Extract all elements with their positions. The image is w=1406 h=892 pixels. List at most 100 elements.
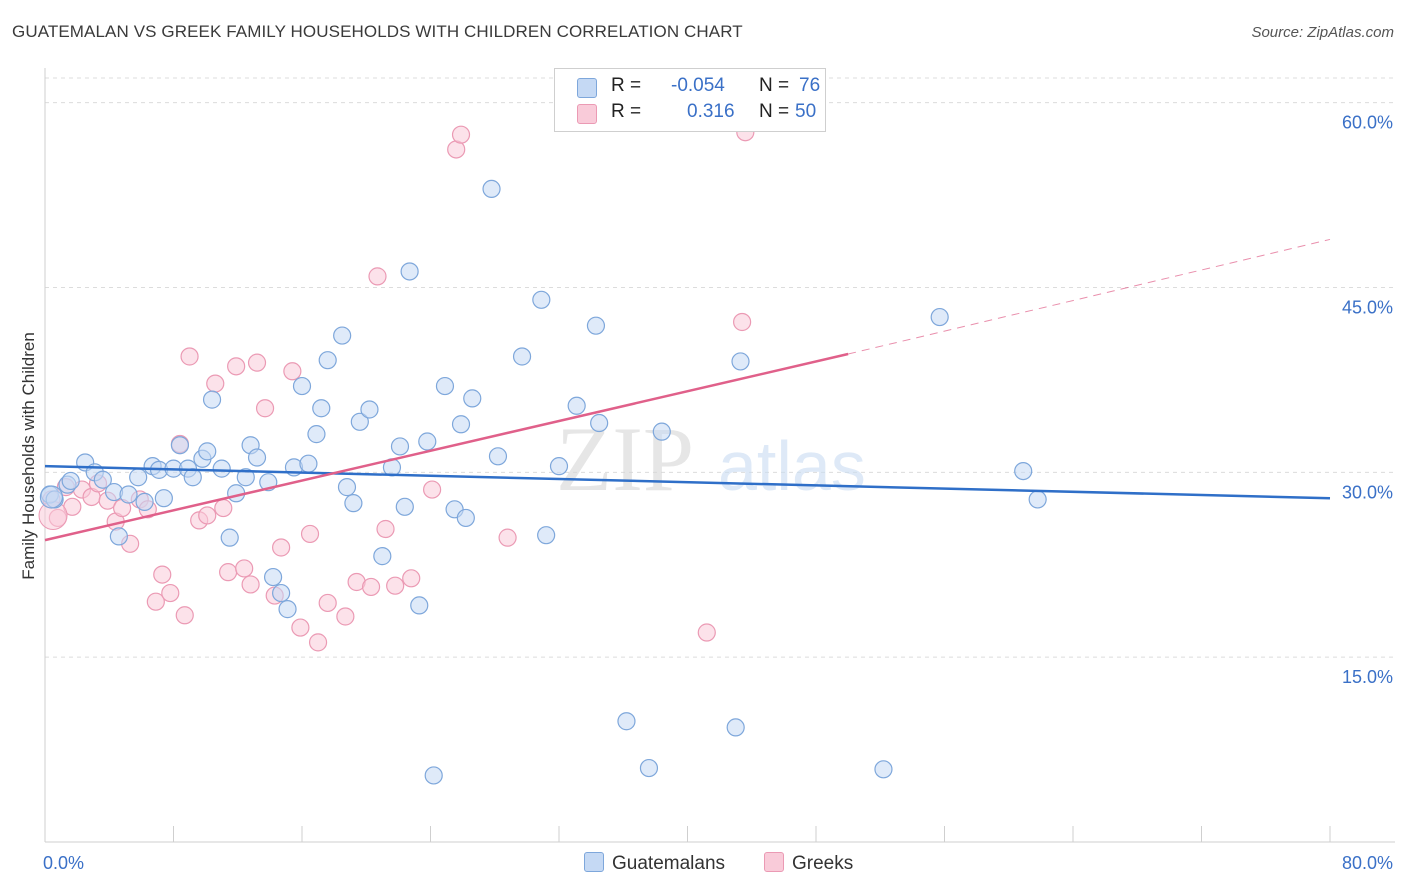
- greeks-point: [451, 125, 471, 144]
- guatemalans-trend-line: [44, 464, 1331, 500]
- guatemalans-point: [410, 596, 429, 615]
- y-tick-label: 45.0%: [1342, 297, 1393, 317]
- greeks-trend-extension: [848, 238, 1331, 355]
- guatemalans-point: [333, 326, 352, 345]
- guatemalans-point: [278, 600, 297, 619]
- greeks-point: [206, 374, 225, 393]
- guatemalans-point: [424, 766, 443, 785]
- guatemalans-point: [930, 307, 949, 327]
- guatemalans-point: [135, 492, 154, 511]
- greeks-point: [272, 538, 291, 557]
- y-tick-label: 15.0%: [1342, 667, 1393, 687]
- greeks-point: [336, 607, 355, 626]
- greeks-point: [198, 506, 217, 525]
- guatemalans-point: [373, 547, 392, 566]
- greeks-point: [247, 353, 267, 372]
- guatemalans-point: [463, 389, 482, 408]
- guatemalans-point: [512, 347, 532, 366]
- guatemalans-point: [395, 497, 414, 516]
- guatemalans-point: [272, 583, 291, 603]
- guatemalans-point: [537, 526, 556, 545]
- guatemalans-point: [586, 316, 606, 335]
- axes: [44, 68, 1395, 843]
- guatemalans-point: [652, 422, 671, 441]
- chart-title: GUATEMALAN VS GREEK FAMILY HOUSEHOLDS WI…: [12, 22, 743, 41]
- greeks-point: [146, 592, 165, 611]
- tick-labels: 15.0% 30.0% 45.0% 60.0% 0.0% 80.0%: [43, 113, 1393, 873]
- greeks-point: [733, 312, 752, 332]
- y-tick-label: 30.0%: [1342, 482, 1393, 502]
- legend-n-value: 76: [799, 75, 821, 96]
- guatemalans-point: [119, 485, 138, 504]
- guatemalans-point: [1014, 461, 1033, 481]
- guatemalans-point: [549, 457, 569, 476]
- guatemalans-point: [344, 494, 363, 513]
- guatemalans-point: [263, 567, 283, 587]
- guatemalans-point: [202, 390, 222, 409]
- greeks-point: [255, 399, 275, 418]
- guatemalans-point: [390, 437, 410, 456]
- series-swatch-greeks: [764, 852, 784, 872]
- legend-r-value: 0.316: [687, 101, 735, 122]
- guatemalans-point: [418, 432, 437, 451]
- greeks-point: [376, 519, 395, 539]
- guatemalans-point: [567, 396, 586, 415]
- greeks-point: [214, 498, 233, 518]
- greeks-point: [291, 618, 310, 637]
- greeks-point: [423, 480, 442, 499]
- y-axis-label: Family Households with Children: [19, 332, 38, 580]
- guatemalans-point: [435, 376, 455, 396]
- series-legend-guatemalans: Guatemalans: [584, 852, 725, 875]
- guatemalans-point: [639, 758, 659, 778]
- greeks-point: [386, 576, 405, 595]
- guatemalans-point: [617, 712, 636, 731]
- greeks-point: [227, 357, 246, 376]
- legend-r-label: R =: [611, 101, 642, 122]
- x-tick-label: 0.0%: [43, 853, 84, 873]
- series-name-guatemalans: Guatemalans: [612, 853, 726, 874]
- x-tick-label: 80.0%: [1342, 853, 1393, 873]
- trend-lines: [44, 238, 1331, 542]
- guatemalans-point: [307, 425, 326, 444]
- guatemalans-point: [220, 528, 239, 547]
- greeks-point: [175, 606, 194, 625]
- guatemalans-point: [337, 478, 357, 497]
- guatemalans-point: [400, 262, 419, 281]
- legend-n-label: N =: [759, 75, 790, 96]
- legend-r-value: -0.054: [671, 75, 725, 96]
- guatemalans-point: [183, 468, 202, 487]
- guatemalans-point: [299, 454, 318, 473]
- greeks-points: [38, 123, 755, 652]
- guatemalans-point: [129, 468, 148, 487]
- greeks-point: [241, 575, 260, 594]
- greeks-point: [219, 563, 238, 582]
- guatemalans-point: [212, 459, 231, 478]
- legend-swatch-greeks: [577, 104, 597, 124]
- watermark-zip: ZIP: [556, 408, 694, 510]
- guatemalans-point: [318, 351, 337, 370]
- guatemalans-point: [109, 527, 128, 546]
- guatemalans-point: [726, 718, 745, 737]
- greeks-point: [235, 559, 254, 578]
- greeks-point: [308, 633, 328, 652]
- guatemalans-point: [360, 400, 379, 419]
- greeks-point: [697, 623, 716, 642]
- guatemalans-point: [312, 399, 331, 418]
- guatemalans-point: [61, 471, 80, 491]
- guatemalans-point: [456, 508, 475, 528]
- greeks-point: [402, 569, 421, 588]
- guatemalans-point: [154, 489, 173, 508]
- guatemalans-point: [236, 468, 255, 487]
- watermark: ZIP atlas: [556, 408, 866, 510]
- y-tick-label: 60.0%: [1342, 113, 1393, 133]
- greeks-point: [498, 528, 517, 547]
- greeks-point: [161, 583, 180, 603]
- greeks-trend-line: [44, 352, 849, 542]
- series-name-greeks: Greeks: [792, 853, 854, 874]
- watermark-atlas: atlas: [718, 427, 866, 505]
- guatemalans-point: [874, 760, 893, 779]
- guatemalans-point: [292, 376, 312, 396]
- greeks-point: [153, 565, 172, 584]
- legend-r-label: R =: [611, 75, 642, 96]
